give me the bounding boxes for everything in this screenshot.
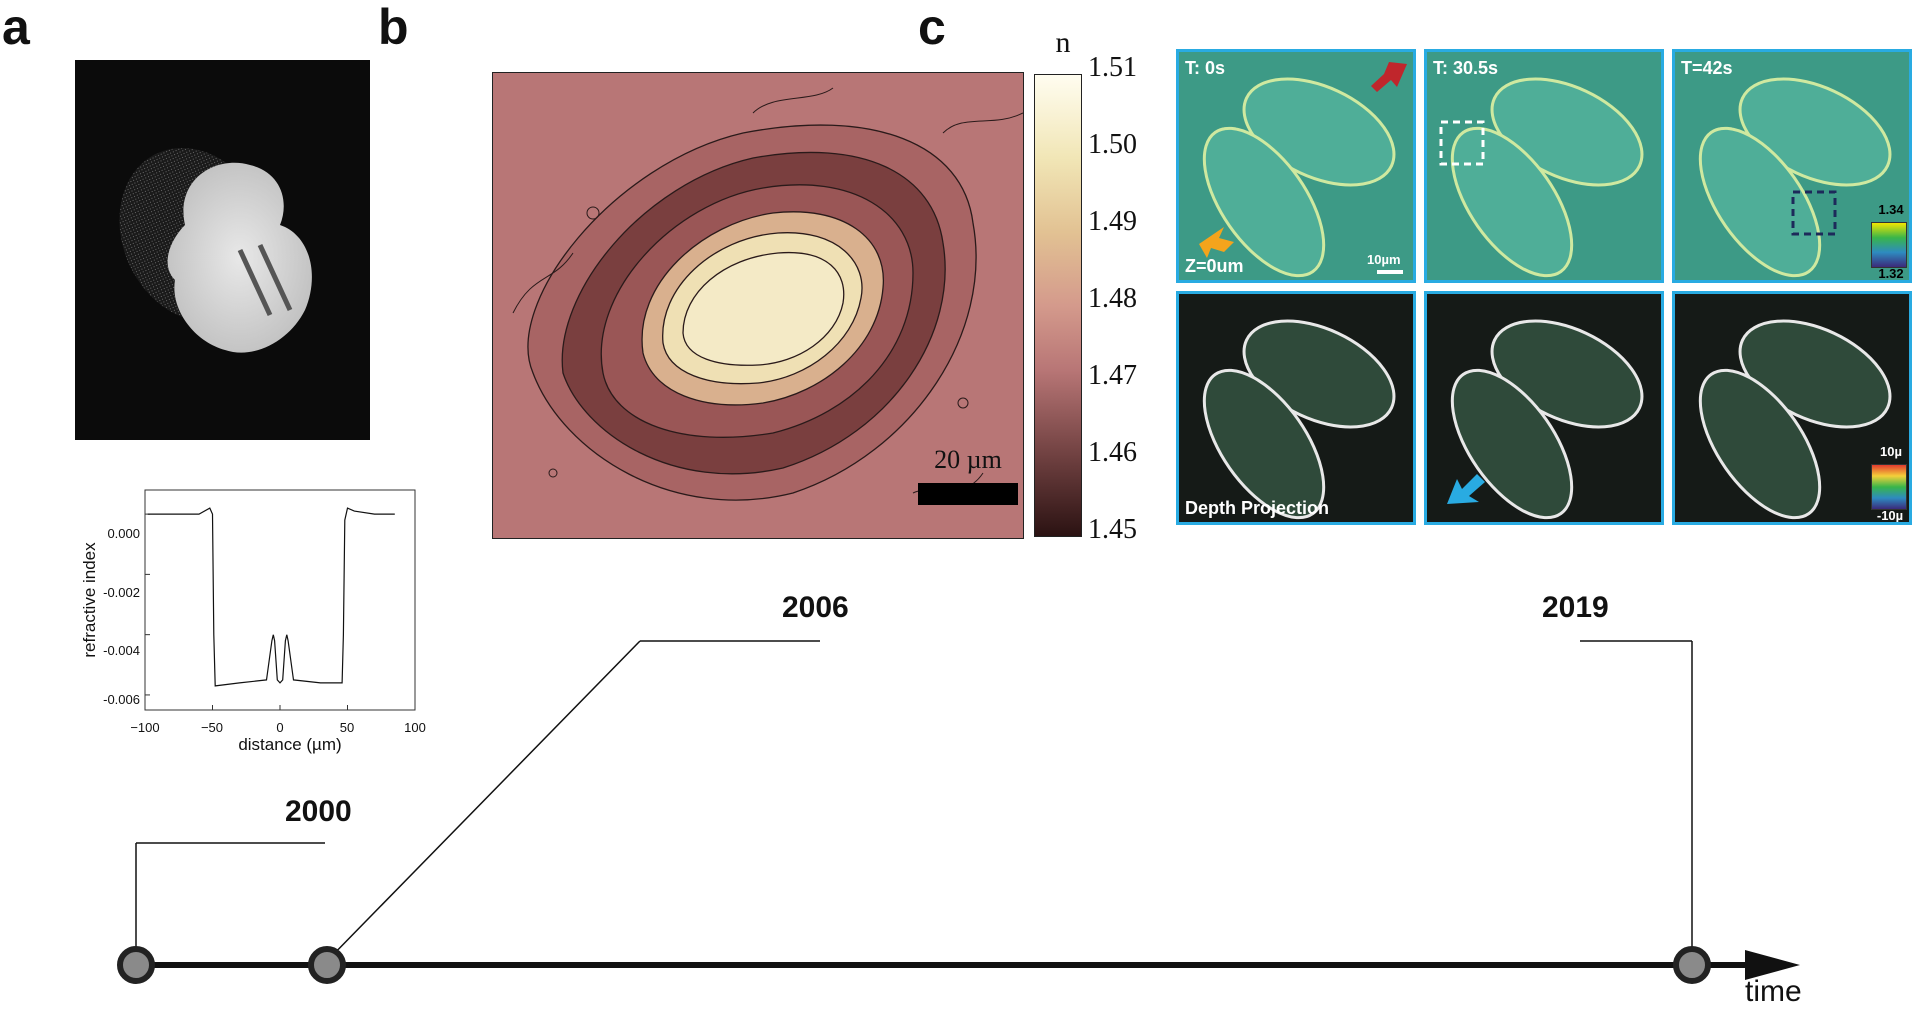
year-label-2000: 2000 bbox=[285, 795, 352, 828]
depth-color-scale bbox=[1871, 464, 1907, 510]
fiber-tomogram-image bbox=[75, 60, 370, 440]
x-tick-label: 0 bbox=[276, 720, 284, 735]
timeline-node-2019 bbox=[1673, 946, 1711, 984]
colorbar bbox=[1034, 74, 1082, 537]
year-label-2006: 2006 bbox=[782, 591, 849, 624]
timeline-node-2006 bbox=[308, 946, 346, 984]
colorbar-title: n bbox=[1055, 26, 1071, 59]
time-label: T: 30.5s bbox=[1433, 58, 1499, 78]
x-tick-label: −50 bbox=[200, 720, 224, 735]
y-tick-label: -0.006 bbox=[103, 692, 140, 707]
ri-scale-max: 1.34 bbox=[1878, 202, 1904, 217]
year-label-2019: 2019 bbox=[1542, 591, 1609, 624]
scale-label: 10µm bbox=[1367, 252, 1401, 267]
x-axis-label: distance (µm) bbox=[238, 735, 342, 754]
colorbar-tick: 1.47 bbox=[1088, 360, 1137, 391]
colorbar-tick: 1.51 bbox=[1088, 52, 1137, 83]
x-tick-label: 50 bbox=[339, 720, 355, 735]
profile-series-line bbox=[147, 507, 395, 687]
y-tick-label: -0.004 bbox=[103, 643, 140, 658]
refractive-index-profile: −100 −50 0 50 100 0.000 -0.002 -0.004 -0… bbox=[60, 480, 460, 770]
colorbar-tick: 1.48 bbox=[1088, 283, 1137, 314]
scale-bar-c bbox=[1377, 270, 1403, 274]
ri-scale-min: 1.32 bbox=[1878, 266, 1904, 281]
embryo-image-grid: T: 0s Z=0um 10µm T: 30.5s T=42s 1.34 1.3… bbox=[1176, 49, 1916, 545]
depth-projection-label: Depth Projection bbox=[1185, 498, 1330, 518]
refractive-index-contour-map: 20 µm bbox=[492, 72, 1024, 539]
colorbar-tick: 1.45 bbox=[1088, 514, 1137, 545]
timeline-axis-label: time bbox=[1745, 975, 1802, 1008]
time-label: T=42s bbox=[1681, 58, 1733, 78]
timeline-node-2000 bbox=[117, 946, 155, 984]
time-label: T: 0s bbox=[1185, 58, 1226, 78]
depth-z-label: Z=0um bbox=[1185, 256, 1244, 276]
profile-plot bbox=[144, 489, 416, 711]
depth-scale-min: -10µ bbox=[1876, 508, 1904, 523]
depth-scale-max: 10µ bbox=[1880, 444, 1902, 459]
y-tick-label: 0.000 bbox=[107, 526, 140, 541]
depth-frame-2 bbox=[1424, 291, 1664, 525]
ri-frame-t0: T: 0s Z=0um 10µm bbox=[1176, 49, 1416, 283]
colorbar-tick: 1.46 bbox=[1088, 437, 1137, 468]
panel-letter-c: c bbox=[918, 0, 946, 55]
ri-frame-t30: T: 30.5s bbox=[1424, 49, 1664, 283]
ri-frame-t42: T=42s 1.34 1.32 bbox=[1672, 49, 1912, 283]
depth-frame-1: Depth Projection bbox=[1176, 291, 1416, 525]
scalebar-label: 20 µm bbox=[934, 445, 1002, 474]
colorbar-tick: 1.50 bbox=[1088, 129, 1137, 160]
scalebar bbox=[918, 483, 1018, 505]
x-tick-label: 100 bbox=[404, 720, 426, 735]
timeline-arrowhead bbox=[1745, 950, 1800, 980]
y-tick-label: -0.002 bbox=[103, 585, 140, 600]
panel-letter-a: a bbox=[2, 0, 30, 55]
x-tick-label: −100 bbox=[130, 720, 160, 735]
panel-letter-b: b bbox=[378, 0, 409, 55]
ri-color-scale bbox=[1871, 222, 1907, 268]
depth-frame-3: 10µ -10µ bbox=[1672, 291, 1912, 525]
colorbar-tick: 1.49 bbox=[1088, 206, 1137, 237]
